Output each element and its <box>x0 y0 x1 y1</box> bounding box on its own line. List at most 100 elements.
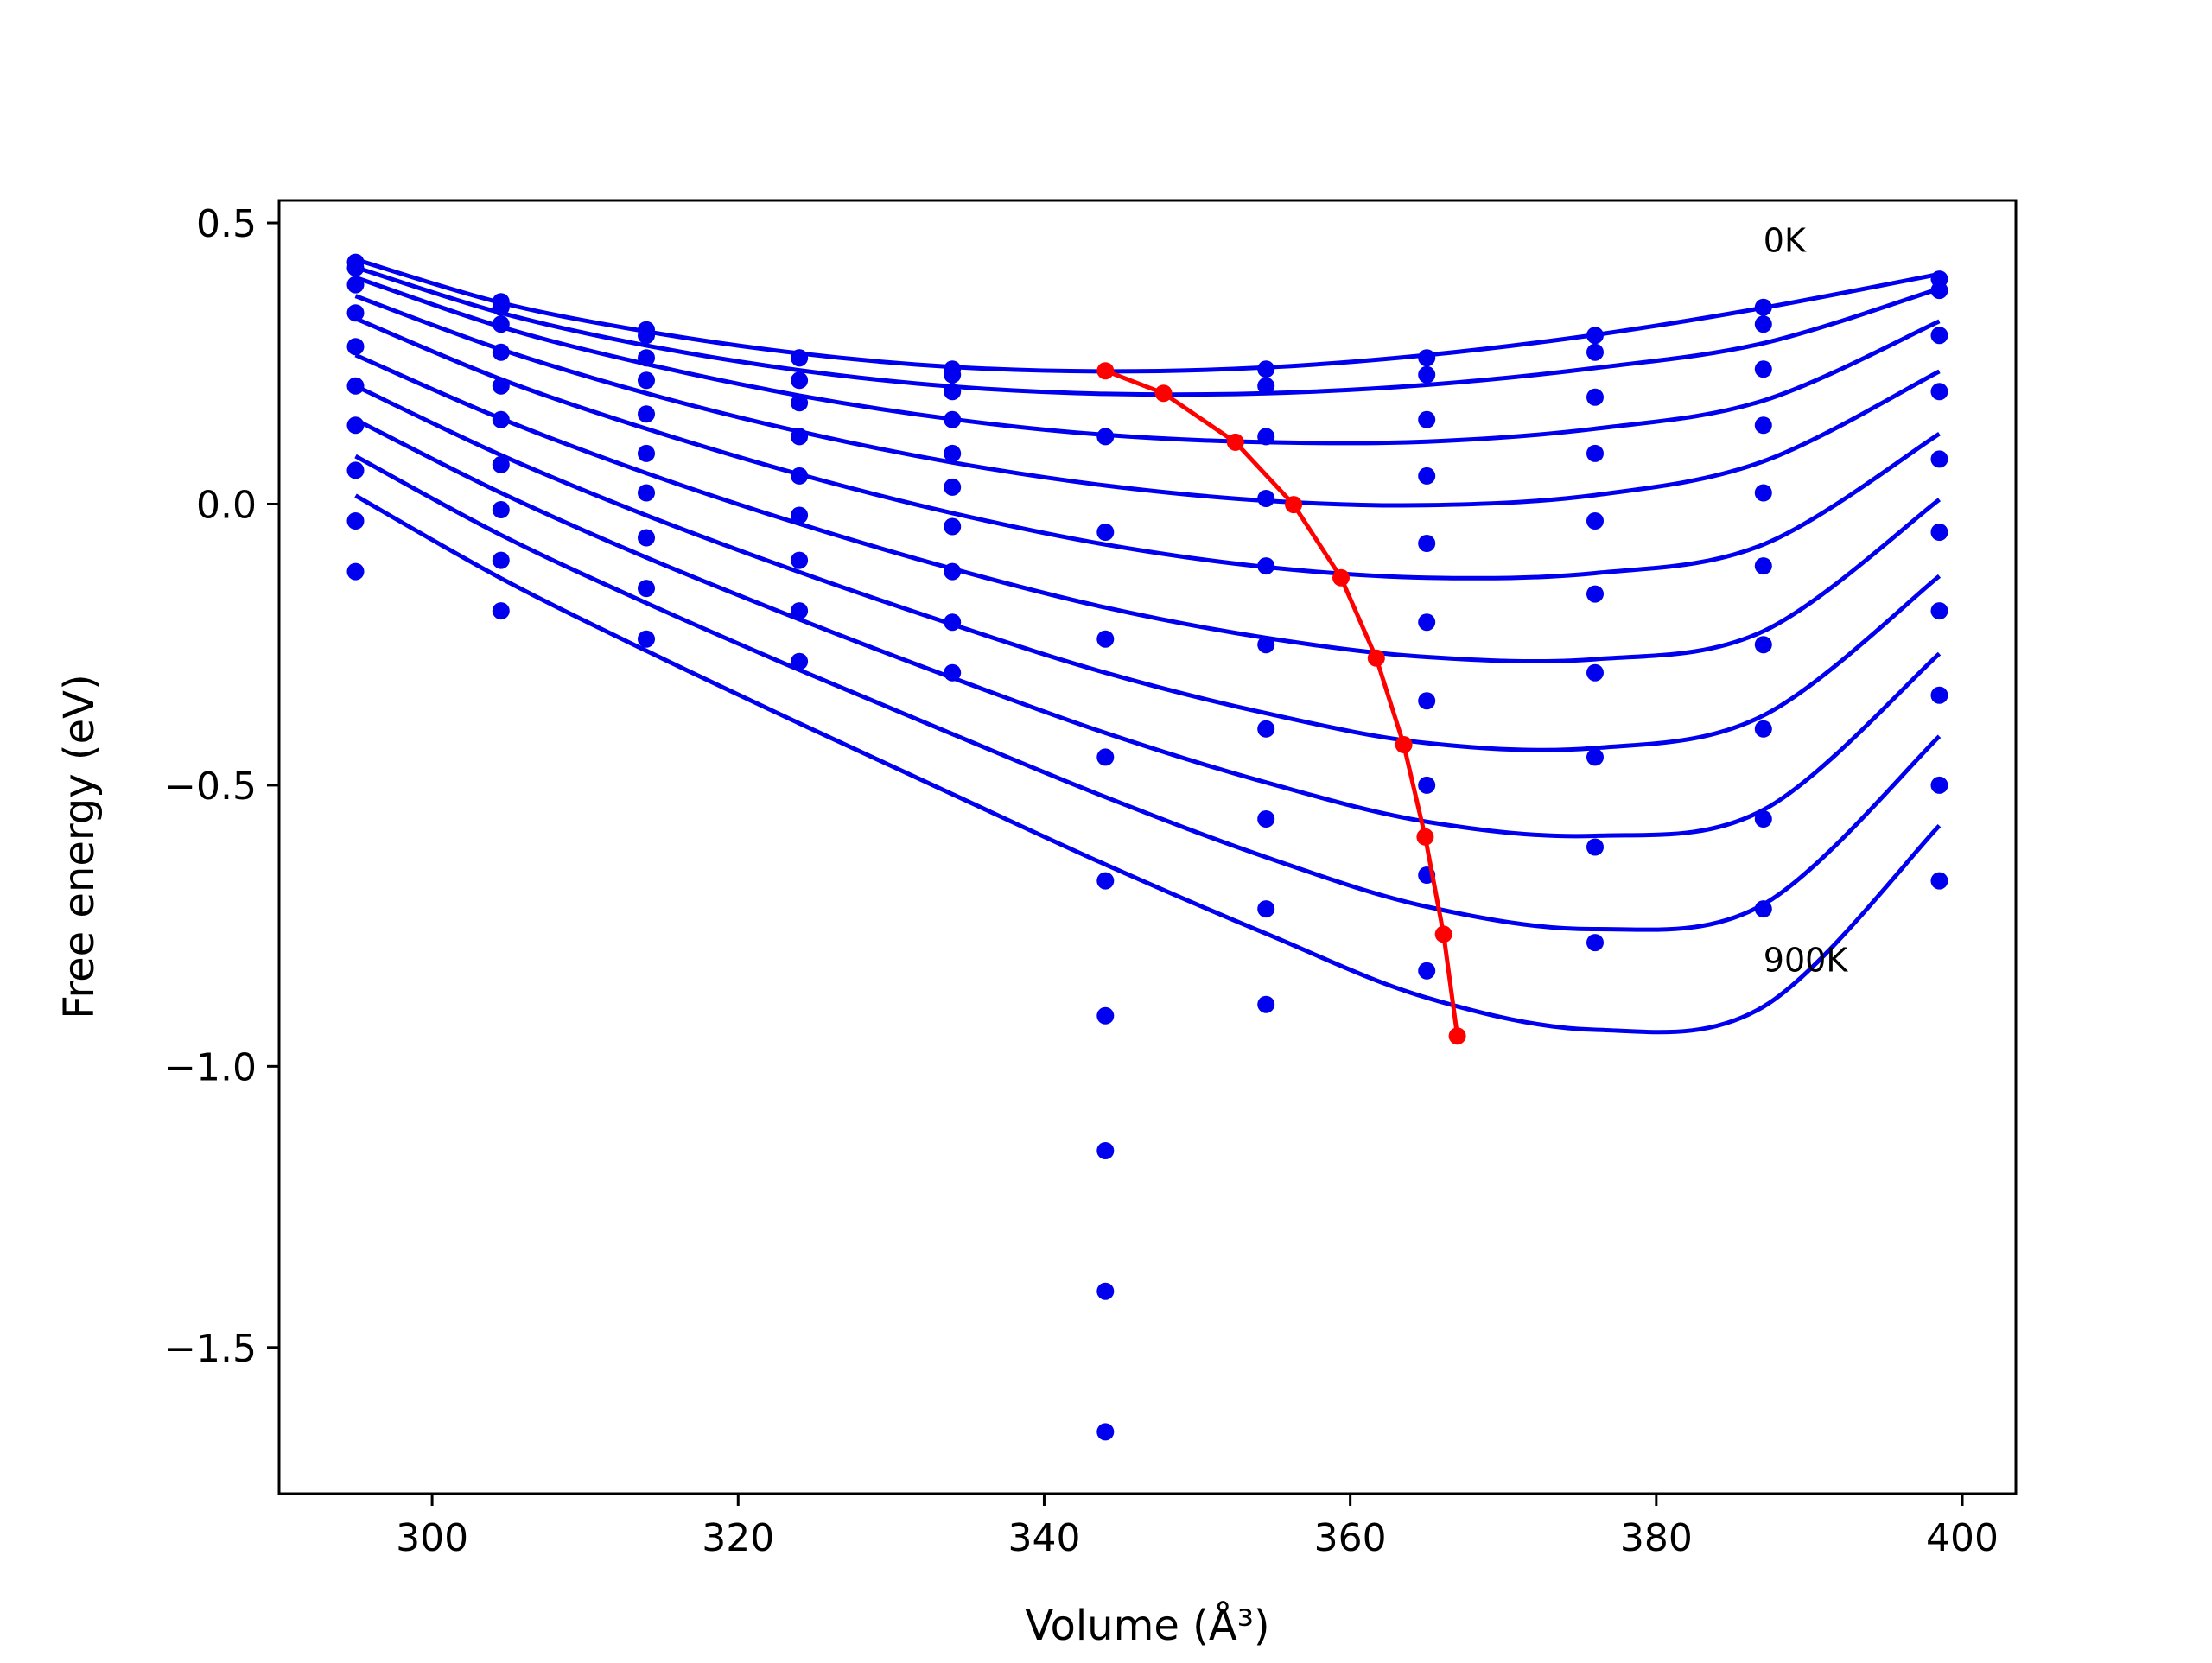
data-point <box>1096 524 1115 541</box>
equilibrium-point <box>1285 496 1303 514</box>
data-point <box>1257 900 1275 918</box>
data-point <box>1754 557 1772 575</box>
data-point <box>1257 636 1275 654</box>
data-point <box>346 276 365 294</box>
data-point <box>1586 585 1604 603</box>
data-point <box>1096 1282 1115 1300</box>
data-point <box>1930 383 1948 401</box>
fit-curve-7 <box>354 417 1942 839</box>
annotations: 0K 900K <box>1764 222 1849 980</box>
y-tick-label: 0.5 <box>196 202 257 246</box>
data-point <box>791 428 809 446</box>
data-point <box>638 529 655 547</box>
data-point <box>1586 663 1604 682</box>
data-point <box>1754 298 1772 316</box>
data-point <box>1418 776 1436 794</box>
data-point <box>346 304 365 322</box>
equilibrium-point <box>1395 736 1413 753</box>
data-point <box>1257 490 1275 507</box>
data-point <box>1418 349 1436 367</box>
data-point <box>1754 900 1772 918</box>
fit-curve-8 <box>354 454 1942 932</box>
data-point <box>346 377 365 395</box>
data-point <box>1754 360 1772 378</box>
data-point <box>1418 467 1436 485</box>
data-point <box>492 410 510 428</box>
data-point <box>1930 872 1948 890</box>
data-point <box>1257 810 1275 828</box>
equilibrium-point <box>1434 925 1452 943</box>
equilibrium-point <box>1096 362 1115 380</box>
data-point <box>346 338 365 356</box>
equilibrium-point <box>1416 828 1434 846</box>
data-point <box>1418 410 1436 428</box>
data-point <box>1754 315 1772 333</box>
fit-curve-1 <box>354 265 1941 397</box>
data-point <box>346 253 365 271</box>
x-tick-label: 320 <box>702 1516 774 1560</box>
data-point <box>944 410 962 428</box>
data-point <box>1586 512 1604 530</box>
data-point <box>1586 934 1604 952</box>
data-point <box>638 349 655 367</box>
data-point <box>1096 748 1115 766</box>
data-point <box>492 377 510 395</box>
data-point <box>1586 748 1604 766</box>
data-point <box>1930 602 1948 620</box>
data-point <box>492 455 510 473</box>
data-point <box>1930 450 1948 468</box>
data-point <box>1257 995 1275 1013</box>
data-point <box>346 562 365 581</box>
x-tick-label: 380 <box>1620 1516 1693 1560</box>
plot-marks <box>346 253 1948 1441</box>
data-point <box>791 551 809 569</box>
data-point <box>1930 327 1948 345</box>
data-point <box>944 562 962 581</box>
data-point <box>1257 360 1275 378</box>
data-point <box>1096 1006 1115 1025</box>
data-point <box>944 613 962 632</box>
data-point <box>492 501 510 518</box>
y-tick-label: −0.5 <box>164 765 257 809</box>
equilibrium-line <box>1104 368 1460 1037</box>
data-point <box>1754 484 1772 502</box>
fit-curve-6 <box>354 384 1942 752</box>
data-point <box>638 630 655 648</box>
data-point <box>1418 613 1436 632</box>
data-point <box>1418 692 1436 710</box>
data-point <box>638 405 655 423</box>
y-axis-label: Free energy (eV) <box>55 674 104 1019</box>
y-tick-label: 0.0 <box>196 483 257 527</box>
data-point <box>346 512 365 530</box>
data-point <box>1586 444 1604 462</box>
data-point <box>1257 557 1275 575</box>
data-point <box>791 602 809 620</box>
fit-curve-5 <box>354 352 1941 664</box>
data-point <box>1096 428 1115 446</box>
data-point <box>1096 1142 1115 1159</box>
data-point <box>791 652 809 670</box>
data-point <box>944 444 962 462</box>
data-point <box>1754 636 1772 654</box>
data-point <box>1754 416 1772 435</box>
data-point <box>346 416 365 435</box>
data-point <box>638 444 655 462</box>
y-tick-label: −1.0 <box>164 1045 257 1089</box>
data-point <box>944 663 962 682</box>
y-axis: 0.5 0.0 −0.5 −1.0 −1.5 <box>164 202 279 1371</box>
data-point <box>1096 630 1115 648</box>
data-point <box>1257 720 1275 738</box>
equilibrium-point <box>1226 433 1244 451</box>
y-tick-label: −1.5 <box>164 1327 257 1371</box>
data-point <box>1418 962 1436 980</box>
data-point <box>944 383 962 401</box>
data-point <box>791 394 809 412</box>
data-point <box>492 551 510 569</box>
x-tick-label: 400 <box>1926 1516 1999 1560</box>
equilibrium-point <box>1332 568 1350 587</box>
data-point <box>1930 686 1948 704</box>
data-point <box>1586 327 1604 345</box>
data-point <box>1930 270 1948 289</box>
x-axis: 300 320 340 360 380 400 <box>396 1494 1999 1560</box>
